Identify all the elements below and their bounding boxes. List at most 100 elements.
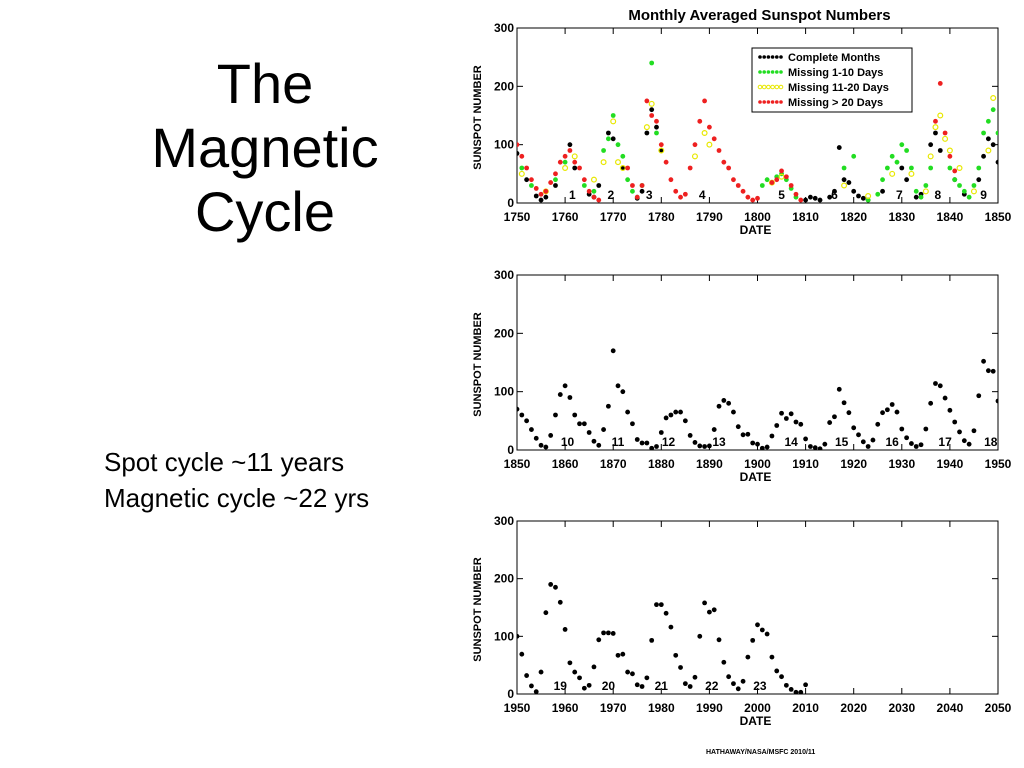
data-point xyxy=(865,193,872,200)
y-tick-label: 100 xyxy=(494,385,514,399)
data-point xyxy=(625,669,631,675)
data-point xyxy=(976,177,982,183)
data-point xyxy=(798,421,804,427)
cycle-label: 12 xyxy=(662,435,676,449)
data-point xyxy=(548,433,554,438)
data-point xyxy=(567,395,573,400)
slide-notes: Spot cycle ~11 years Magnetic cycle ~22 … xyxy=(104,444,369,516)
x-tick-label: 1780 xyxy=(648,210,675,224)
data-point xyxy=(581,421,587,427)
data-point xyxy=(548,180,554,185)
data-point xyxy=(610,113,616,118)
data-point xyxy=(519,412,525,418)
legend-marker xyxy=(775,70,779,74)
data-point xyxy=(937,148,943,153)
data-point xyxy=(788,411,794,417)
data-point xyxy=(687,165,693,171)
data-point xyxy=(543,194,549,200)
data-point xyxy=(937,383,943,389)
y-tick-label: 0 xyxy=(507,196,514,210)
data-point xyxy=(711,427,717,432)
data-point xyxy=(721,159,727,165)
data-point xyxy=(928,142,934,148)
cycle-label: 11 xyxy=(612,435,625,449)
data-point xyxy=(517,633,520,639)
data-point xyxy=(928,400,934,406)
data-point xyxy=(812,195,818,201)
data-point xyxy=(562,159,568,165)
data-point xyxy=(783,174,789,180)
x-tick-label: 1920 xyxy=(840,457,867,471)
data-point xyxy=(691,153,698,160)
data-point xyxy=(769,180,775,185)
data-point xyxy=(923,183,929,188)
data-point xyxy=(952,177,958,183)
data-point xyxy=(518,170,525,177)
data-point xyxy=(702,98,707,104)
data-point xyxy=(774,177,780,183)
data-point xyxy=(745,431,751,437)
data-point xyxy=(731,177,736,183)
legend-label: Missing 11-20 Days xyxy=(788,82,889,94)
data-point xyxy=(971,183,977,188)
data-point xyxy=(648,100,655,107)
legend-marker xyxy=(778,84,784,90)
data-point xyxy=(663,610,669,616)
data-point xyxy=(841,177,847,183)
data-point xyxy=(981,130,986,136)
data-point xyxy=(586,682,592,688)
data-point xyxy=(529,427,534,432)
data-point xyxy=(731,409,736,415)
data-point xyxy=(981,153,986,159)
data-point xyxy=(851,425,857,431)
data-point xyxy=(682,681,688,687)
data-point xyxy=(697,443,703,449)
data-point xyxy=(529,183,534,188)
data-point xyxy=(524,165,530,171)
legend-marker xyxy=(762,55,766,59)
data-point xyxy=(990,107,996,113)
title-line-3: Cycle xyxy=(194,180,336,243)
data-point xyxy=(654,124,659,130)
x-tick-label: 1790 xyxy=(696,210,723,224)
data-point xyxy=(707,609,712,615)
cycle-label: 21 xyxy=(655,679,669,693)
data-point xyxy=(832,414,837,420)
legend-marker xyxy=(779,55,783,59)
data-point xyxy=(620,389,626,395)
cycle-label: 8 xyxy=(935,188,942,202)
data-point xyxy=(643,124,650,131)
data-point xyxy=(735,686,741,692)
data-point xyxy=(605,136,611,142)
cycle-label: 14 xyxy=(784,435,798,449)
magnetic-cycle-note: Magnetic cycle ~22 yrs xyxy=(104,483,370,513)
data-point xyxy=(658,142,664,148)
data-points xyxy=(517,582,808,694)
data-point xyxy=(567,142,573,148)
y-tick-label: 100 xyxy=(494,629,514,643)
data-point xyxy=(586,430,592,435)
data-point xyxy=(610,136,616,142)
data-point xyxy=(678,194,683,200)
data-point xyxy=(711,607,717,613)
data-point xyxy=(880,188,885,194)
x-tick-label: 1770 xyxy=(600,210,627,224)
data-point xyxy=(721,398,727,403)
x-tick-label: 1800 xyxy=(744,210,771,224)
x-tick-label: 1890 xyxy=(696,457,723,471)
data-point xyxy=(764,631,770,637)
data-point xyxy=(913,194,919,200)
x-tick-label: 1930 xyxy=(888,457,915,471)
data-point xyxy=(750,440,756,446)
data-point xyxy=(856,193,861,199)
data-point xyxy=(649,113,655,118)
data-point xyxy=(946,147,953,154)
data-point xyxy=(798,197,804,203)
data-point xyxy=(933,118,938,124)
data-point xyxy=(985,147,992,154)
x-tick-label: 1750 xyxy=(504,210,531,224)
x-tick-label: 1940 xyxy=(937,457,964,471)
credit-text: HATHAWAY/NASA/MSFC 2010/11 xyxy=(706,749,816,756)
data-point xyxy=(778,173,785,180)
data-point xyxy=(726,400,732,406)
